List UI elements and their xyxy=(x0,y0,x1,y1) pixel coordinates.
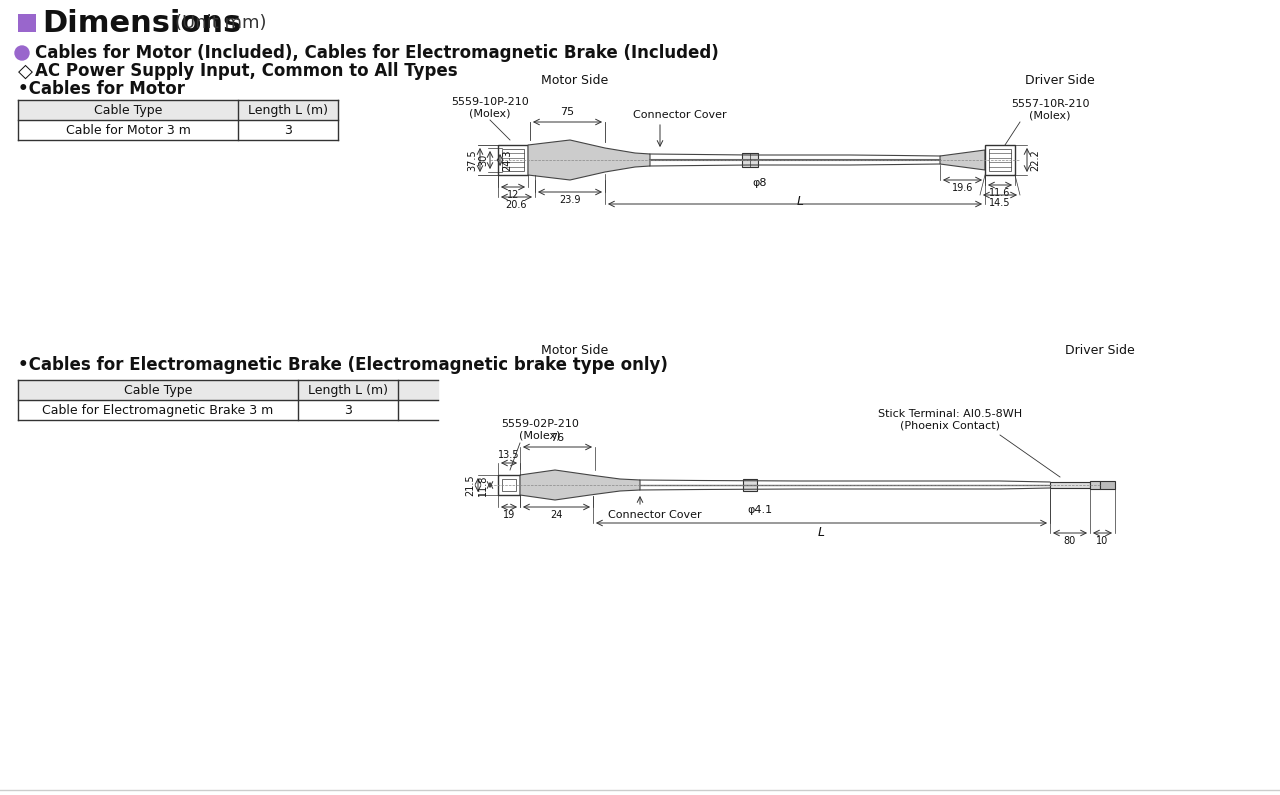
Bar xyxy=(1050,482,1091,488)
Circle shape xyxy=(15,46,29,60)
Text: 30: 30 xyxy=(477,154,488,166)
Bar xyxy=(986,145,1015,175)
Text: Length L (m): Length L (m) xyxy=(248,103,328,117)
Text: 19.6: 19.6 xyxy=(952,183,973,193)
Text: Connector Cover: Connector Cover xyxy=(634,110,727,120)
Bar xyxy=(1100,481,1115,489)
Text: 3: 3 xyxy=(284,123,292,137)
Bar xyxy=(989,149,1011,171)
Text: φ8: φ8 xyxy=(753,178,767,188)
Text: 5557-10R-210
(Molex): 5557-10R-210 (Molex) xyxy=(1011,99,1089,121)
Text: •Cables for Electromagnetic Brake (Electromagnetic brake type only): •Cables for Electromagnetic Brake (Elect… xyxy=(18,356,668,374)
Text: Cable Type: Cable Type xyxy=(124,383,192,397)
Text: Cable Type: Cable Type xyxy=(93,103,163,117)
Text: 24.3: 24.3 xyxy=(502,149,512,171)
Text: Dimensions: Dimensions xyxy=(42,9,241,37)
Polygon shape xyxy=(940,150,986,170)
Text: Driver Side: Driver Side xyxy=(1025,73,1094,87)
Text: 24: 24 xyxy=(550,510,563,520)
Text: φ4.1: φ4.1 xyxy=(748,505,773,515)
Polygon shape xyxy=(520,470,640,500)
Text: Length L (m): Length L (m) xyxy=(308,383,388,397)
Text: 80: 80 xyxy=(1064,536,1076,546)
Bar xyxy=(498,475,520,495)
Text: 22.2: 22.2 xyxy=(1030,149,1039,171)
Text: 21.5: 21.5 xyxy=(465,474,475,496)
Bar xyxy=(502,149,524,171)
Text: 76: 76 xyxy=(550,433,564,443)
Text: 23.9: 23.9 xyxy=(559,195,581,205)
Text: 11.6: 11.6 xyxy=(989,188,1011,198)
Bar xyxy=(18,14,36,32)
Text: ◇: ◇ xyxy=(18,61,33,80)
Text: Cable for Electromagnetic Brake 3 m: Cable for Electromagnetic Brake 3 m xyxy=(42,404,274,417)
Text: Driver Side: Driver Side xyxy=(1065,343,1135,356)
Text: Cables for Motor (Included), Cables for Electromagnetic Brake (Included): Cables for Motor (Included), Cables for … xyxy=(35,44,719,62)
Text: Motor Side: Motor Side xyxy=(541,73,608,87)
Text: 12: 12 xyxy=(507,190,520,200)
Text: Stick Terminal: AI0.5-8WH
(Phoenix Contact): Stick Terminal: AI0.5-8WH (Phoenix Conta… xyxy=(878,409,1021,431)
Polygon shape xyxy=(527,140,650,180)
Text: 5559-02P-210
(Molex): 5559-02P-210 (Molex) xyxy=(500,419,579,440)
Text: L: L xyxy=(796,195,804,208)
Text: 20.6: 20.6 xyxy=(506,200,527,210)
Text: 13.5: 13.5 xyxy=(498,450,520,460)
Text: 3: 3 xyxy=(344,404,352,417)
Text: 14.5: 14.5 xyxy=(989,198,1011,208)
Bar xyxy=(742,479,756,491)
Text: Cable for Motor 3 m: Cable for Motor 3 m xyxy=(65,123,191,137)
Bar xyxy=(1091,481,1100,489)
Bar xyxy=(498,145,529,175)
Text: (Unit mm): (Unit mm) xyxy=(175,14,266,32)
Text: Connector Cover: Connector Cover xyxy=(608,510,701,520)
Text: 11.8: 11.8 xyxy=(477,475,488,496)
Text: L: L xyxy=(818,526,826,539)
Bar xyxy=(502,479,516,491)
Text: 5559-10P-210
(Molex): 5559-10P-210 (Molex) xyxy=(451,97,529,118)
Text: 10: 10 xyxy=(1097,536,1108,546)
Text: 19: 19 xyxy=(503,510,515,520)
Text: 75: 75 xyxy=(561,107,575,117)
Text: •Cables for Motor: •Cables for Motor xyxy=(18,80,186,98)
Text: AC Power Supply Input, Common to All Types: AC Power Supply Input, Common to All Typ… xyxy=(35,62,458,80)
Bar xyxy=(742,153,758,167)
Text: 37.5: 37.5 xyxy=(467,149,477,171)
Text: Motor Side: Motor Side xyxy=(541,343,608,356)
